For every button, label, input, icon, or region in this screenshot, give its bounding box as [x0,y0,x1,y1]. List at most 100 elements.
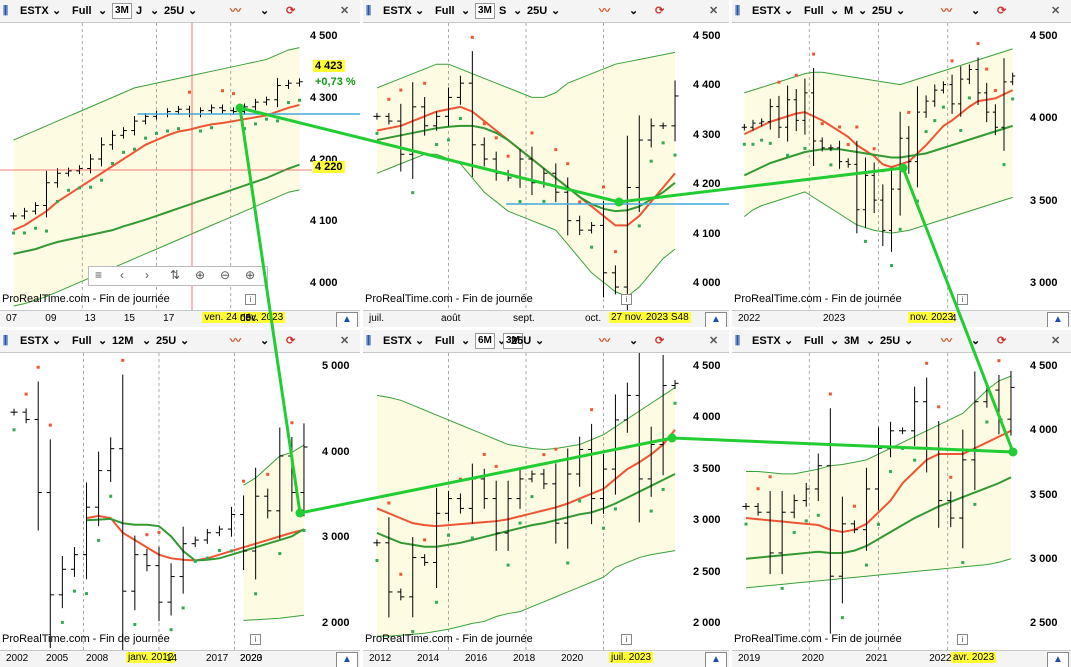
chevron-down-icon[interactable]: ⌄ [52,5,62,17]
units-selector[interactable]: 25U [872,5,893,17]
candlestick-icon[interactable]: ⫼ [3,335,9,347]
menu-icon[interactable]: ≡ [95,268,103,282]
timeframe-selector[interactable]: J [136,5,143,17]
chevron-down-icon[interactable]: ⌄ [260,335,270,347]
chevron-down-icon[interactable]: ⌄ [971,5,981,17]
mode-selector[interactable]: Full [72,5,92,17]
zoom-out-icon[interactable]: ⊖ [220,268,231,282]
candlestick-icon[interactable]: ⫼ [735,335,741,347]
indicator-icon[interactable]: 〰 [941,5,952,17]
symbol-selector[interactable]: ESTX [20,5,49,17]
price-plot[interactable] [363,23,729,310]
chevron-down-icon[interactable]: ⌄ [971,335,981,347]
chevron-down-icon[interactable]: ⌄ [188,5,198,17]
chevron-down-icon[interactable]: ⌄ [142,335,152,347]
refresh-icon[interactable]: ⟳ [286,335,296,347]
close-icon[interactable]: ✕ [340,5,350,17]
chevron-down-icon[interactable]: ⌄ [904,335,914,347]
zoom-area-icon[interactable]: ⊕ [195,268,206,282]
symbol-selector[interactable]: ESTX [20,335,49,347]
units-selector[interactable]: 25U [880,335,901,347]
scroll-up-arrow-icon[interactable]: ▲ [705,652,727,667]
price-plot[interactable] [0,353,360,650]
mode-selector[interactable]: Full [804,5,824,17]
scroll-up-arrow-icon[interactable]: ▲ [336,312,358,327]
chevron-down-icon[interactable]: ⌄ [858,5,868,17]
price-plot[interactable] [732,353,1071,650]
candlestick-icon[interactable]: ⫼ [735,5,741,17]
scroll-up-arrow-icon[interactable]: ▲ [336,652,358,667]
refresh-icon[interactable]: ⟳ [655,335,665,347]
mode-selector[interactable]: Full [435,5,455,17]
timeframe-selector[interactable]: 12M [112,335,134,347]
symbol-selector[interactable]: ESTX [752,335,781,347]
info-icon[interactable]: i [957,634,968,645]
units-selector[interactable]: 25U [527,5,548,17]
chevron-down-icon[interactable]: ⌄ [98,335,108,347]
close-icon[interactable]: ✕ [709,335,719,347]
symbol-selector[interactable]: ESTX [752,5,781,17]
symbol-selector[interactable]: ESTX [383,5,412,17]
chevron-down-icon[interactable]: ⌄ [784,335,794,347]
info-icon[interactable]: i [245,294,256,305]
indicator-icon[interactable]: 〰 [230,5,241,17]
mode-selector[interactable]: Full [72,335,92,347]
close-icon[interactable]: ✕ [1051,335,1061,347]
scroll-up-arrow-icon[interactable]: ▲ [1047,652,1069,667]
chevron-down-icon[interactable]: ⌄ [629,335,639,347]
scroll-right-icon[interactable]: › [145,268,149,282]
indicator-icon[interactable]: 〰 [599,335,610,347]
mode-selector[interactable]: Full [435,335,455,347]
units-selector[interactable]: 25U [164,5,185,17]
symbol-selector[interactable]: ESTX [383,335,412,347]
chevron-down-icon[interactable]: ⌄ [461,5,471,17]
chevron-down-icon[interactable]: ⌄ [535,335,545,347]
info-icon[interactable]: i [621,634,632,645]
close-icon[interactable]: ✕ [1051,5,1061,17]
chevron-down-icon[interactable]: ⌄ [866,335,876,347]
indicator-icon[interactable]: 〰 [230,335,241,347]
scroll-left-icon[interactable]: ‹ [120,268,124,282]
chevron-down-icon[interactable]: ⌄ [461,335,471,347]
chevron-down-icon[interactable]: ⌄ [513,5,523,17]
chevron-down-icon[interactable]: ⌄ [784,5,794,17]
refresh-icon[interactable]: ⟳ [655,5,665,17]
chevron-down-icon[interactable]: ⌄ [180,335,190,347]
chevron-down-icon[interactable]: ⌄ [52,335,62,347]
chevron-down-icon[interactable]: ⌄ [415,335,425,347]
chevron-down-icon[interactable]: ⌄ [551,5,561,17]
chevron-down-icon[interactable]: ⌄ [896,5,906,17]
price-plot[interactable] [363,353,729,650]
chevron-down-icon[interactable]: ⌄ [415,5,425,17]
timeframe-selector[interactable]: M [844,5,854,17]
chevron-down-icon[interactable]: ⌄ [98,5,108,17]
close-icon[interactable]: ✕ [709,5,719,17]
info-icon[interactable]: i [250,634,261,645]
chevron-down-icon[interactable]: ⌄ [830,5,840,17]
refresh-icon[interactable]: ⟳ [286,5,296,17]
candlestick-icon[interactable]: ⫼ [366,5,372,17]
scroll-up-arrow-icon[interactable]: ▲ [705,312,727,327]
chevron-down-icon[interactable]: ⌄ [260,5,270,17]
units-selector[interactable]: 25U [156,335,177,347]
indicator-icon[interactable]: 〰 [599,5,610,17]
chevron-down-icon[interactable]: ⌄ [629,5,639,17]
info-icon[interactable]: i [621,294,632,305]
chevron-down-icon[interactable]: ⌄ [150,5,160,17]
close-icon[interactable]: ✕ [340,335,350,347]
indicator-icon[interactable]: 〰 [941,335,952,347]
price-plot[interactable] [732,23,1071,310]
candlestick-icon[interactable]: ⫼ [366,335,372,347]
refresh-icon[interactable]: ⟳ [997,5,1007,17]
units-selector[interactable]: 25U [511,335,532,347]
timeframe-selector[interactable]: S [499,5,507,17]
chevron-down-icon[interactable]: ⌄ [830,335,840,347]
mode-selector[interactable]: Full [804,335,824,347]
candlestick-icon[interactable]: ⫼ [3,5,9,17]
info-icon[interactable]: i [957,294,968,305]
refresh-icon[interactable]: ⟳ [997,335,1007,347]
fit-icon[interactable]: ⇅ [170,268,181,282]
period-box[interactable]: 3M [475,3,495,19]
scroll-up-arrow-icon[interactable]: ▲ [1047,312,1069,327]
zoom-in-icon[interactable]: ⊕ [245,268,256,282]
